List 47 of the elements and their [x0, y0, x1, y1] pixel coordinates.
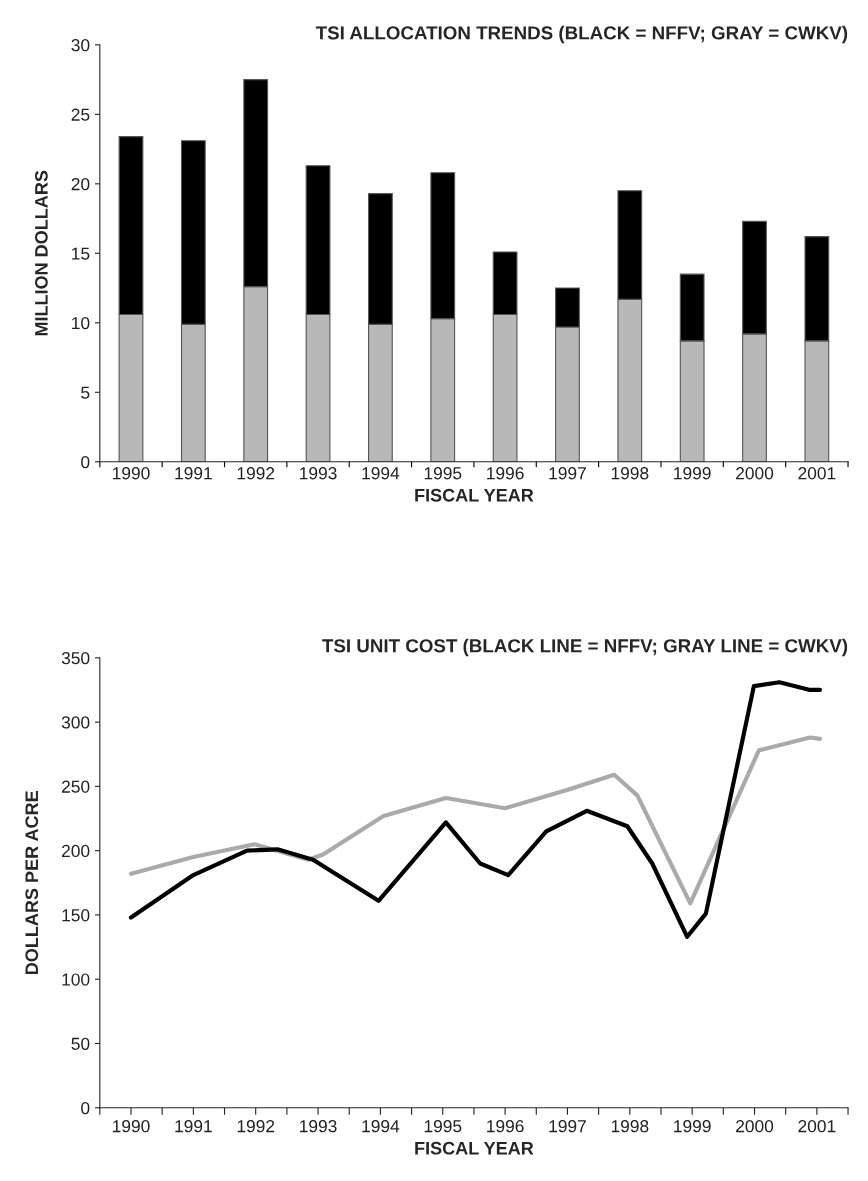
chart-title: TSI UNIT COST (BLACK LINE = NFFV; GRAY LINE = CWKV)	[322, 638, 848, 657]
x-tick-label: 2000	[736, 467, 774, 480]
y-axis-title: MILLION DOLLARS	[34, 170, 48, 336]
x-tick-label: 1992	[237, 1120, 275, 1133]
chart-title: TSI ALLOCATION TRENDS (BLACK = NFFV; GRAY = CWKV)	[315, 25, 848, 44]
x-tick-label: 1992	[237, 467, 275, 480]
y-tick-label: 10	[72, 316, 90, 330]
x-tick-label: 1991	[175, 1120, 212, 1133]
x-axis-title: FISCAL YEAR	[415, 1141, 534, 1155]
x-tick-label: 1995	[424, 1120, 462, 1133]
x-tick-label: 1993	[300, 1120, 337, 1133]
x-tick-label: 1996	[487, 1120, 524, 1133]
y-axis-title: DOLLARS PER ACRE	[25, 791, 39, 975]
y-tick-label: 0	[81, 455, 90, 469]
line-series	[128, 680, 823, 939]
x-tick-label: 1997	[549, 467, 586, 480]
y-tick-label: 20	[71, 178, 90, 191]
x-tick-label: 1996	[487, 467, 524, 480]
x-tick-label: 2001	[798, 467, 836, 480]
line-series	[128, 735, 823, 906]
x-tick-label: 1999	[674, 1120, 711, 1133]
x-tick-label: 1998	[611, 467, 649, 480]
x-tick-label: 1994	[362, 1120, 400, 1133]
x-tick-label: 1990	[113, 1120, 150, 1133]
y-tick-label: 25	[71, 108, 90, 121]
x-tick-label: 1994	[362, 467, 400, 480]
x-tick-label: 1991	[175, 467, 212, 480]
y-tick-label: 350	[61, 651, 90, 665]
y-tick-label: 5	[81, 386, 90, 399]
x-tick-label: 2001	[798, 1120, 836, 1133]
x-tick-label: 1998	[611, 1120, 649, 1133]
y-tick-label: 200	[62, 844, 90, 858]
y-tick-label: 0	[81, 1101, 90, 1115]
x-tick-label: 1997	[549, 1120, 586, 1133]
y-tick-label: 150	[62, 909, 90, 922]
y-tick-label: 15	[72, 247, 90, 260]
x-tick-label: 1993	[300, 467, 337, 480]
y-tick-label: 50	[71, 1037, 90, 1050]
x-axis-title: FISCAL YEAR	[415, 488, 534, 502]
y-tick-label: 300	[61, 716, 90, 729]
x-tick-label: 2000	[736, 1120, 774, 1133]
x-tick-label: 1990	[113, 467, 150, 480]
x-tick-label: 1995	[424, 467, 462, 480]
y-tick-label: 30	[71, 39, 90, 52]
x-tick-label: 1999	[674, 467, 711, 480]
y-tick-label: 250	[62, 780, 90, 793]
y-tick-label: 100	[62, 973, 90, 986]
